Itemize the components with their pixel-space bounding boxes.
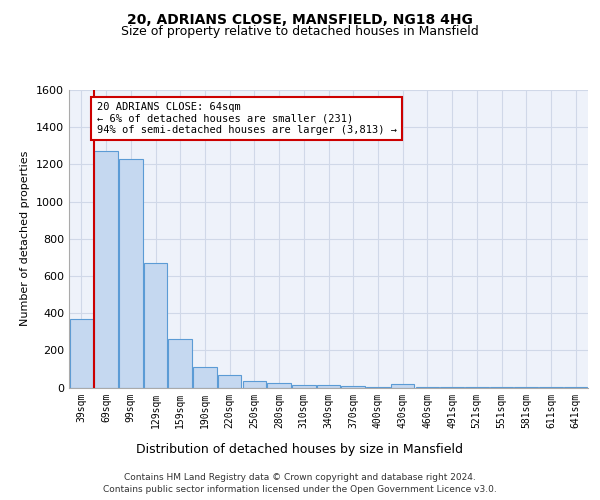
Text: Contains public sector information licensed under the Open Government Licence v3: Contains public sector information licen…	[103, 485, 497, 494]
Text: 20 ADRIANS CLOSE: 64sqm
← 6% of detached houses are smaller (231)
94% of semi-de: 20 ADRIANS CLOSE: 64sqm ← 6% of detached…	[97, 102, 397, 136]
Bar	[317, 386, 340, 388]
Y-axis label: Number of detached properties: Number of detached properties	[20, 151, 31, 326]
Bar	[465, 387, 488, 388]
Bar	[268, 383, 291, 388]
Text: Distribution of detached houses by size in Mansfield: Distribution of detached houses by size …	[137, 442, 464, 456]
Text: Size of property relative to detached houses in Mansfield: Size of property relative to detached ho…	[121, 25, 479, 38]
Bar	[366, 386, 389, 388]
Text: Contains HM Land Registry data © Crown copyright and database right 2024.: Contains HM Land Registry data © Crown c…	[124, 472, 476, 482]
Bar	[440, 387, 464, 388]
Bar	[242, 381, 266, 388]
Bar	[391, 384, 415, 388]
Bar	[70, 318, 93, 388]
Bar	[144, 263, 167, 388]
Bar	[416, 387, 439, 388]
Text: 20, ADRIANS CLOSE, MANSFIELD, NG18 4HG: 20, ADRIANS CLOSE, MANSFIELD, NG18 4HG	[127, 12, 473, 26]
Bar	[341, 386, 365, 388]
Bar	[119, 159, 143, 388]
Bar	[292, 384, 316, 388]
Bar	[193, 367, 217, 388]
Bar	[218, 376, 241, 388]
Bar	[94, 152, 118, 388]
Bar	[169, 339, 192, 388]
